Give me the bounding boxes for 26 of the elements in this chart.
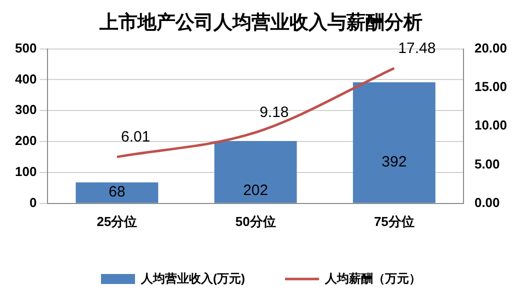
- legend-label: 人均薪酬（万元）: [324, 271, 421, 286]
- y-tick-label: 100: [14, 164, 37, 180]
- y2-tick-label: 0.00: [474, 194, 500, 210]
- y-tick-label: 500: [14, 40, 37, 56]
- y2-tick-label: 15.00: [474, 79, 508, 94]
- data-label: 17.48: [398, 40, 436, 57]
- legend-label: 人均营业收入(万元): [140, 271, 246, 286]
- data-label: 392: [382, 154, 407, 171]
- y-tick-label: 300: [14, 102, 37, 118]
- y-tick-label: 200: [14, 133, 37, 148]
- y2-tick-label: 5.00: [474, 156, 500, 172]
- x-tick-label: 50分位: [235, 214, 276, 229]
- y2-tick-label: 20.00: [474, 40, 508, 56]
- x-tick-label: 75分位: [374, 214, 414, 229]
- data-label: 6.01: [120, 128, 150, 146]
- x-tick-label: 25分位: [96, 214, 138, 229]
- y-tick-label: 400: [14, 71, 37, 86]
- y-tick-label: 0: [29, 194, 37, 210]
- data-label: 68: [108, 184, 126, 201]
- y2-tick-label: 10.00: [474, 118, 508, 133]
- bar: [352, 82, 436, 203]
- bar: [214, 140, 297, 203]
- bar: [76, 182, 158, 203]
- data-label: 9.18: [260, 104, 289, 122]
- chart-title: 上市地产公司人均营业收入与薪酬分析: [98, 12, 422, 34]
- data-label: 202: [243, 182, 268, 200]
